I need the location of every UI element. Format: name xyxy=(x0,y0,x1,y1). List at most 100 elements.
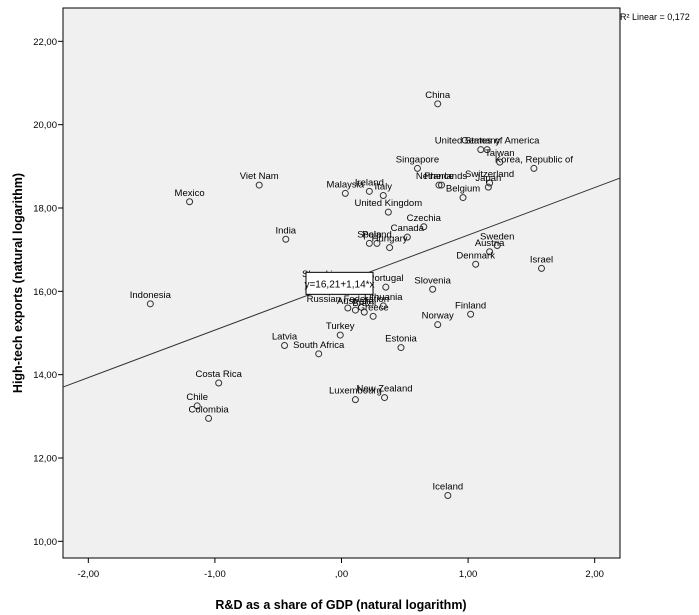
data-point xyxy=(472,260,480,268)
data-points: China United States of America Singapore Ge… xyxy=(130,90,574,499)
data-point xyxy=(486,248,494,256)
data-point-label: Spain xyxy=(357,229,381,240)
data-point-label: Korea, Republic of xyxy=(495,154,574,165)
data-point xyxy=(351,306,359,314)
data-point xyxy=(341,189,349,197)
data-point xyxy=(538,264,546,272)
data-point-label: Taiwan xyxy=(485,148,515,159)
y-tick-label: 20,00 xyxy=(33,120,57,131)
data-point xyxy=(193,402,201,410)
data-point xyxy=(215,379,223,387)
data-point-label: France xyxy=(424,171,454,182)
data-point xyxy=(281,342,289,349)
data-point-label: Ireland xyxy=(355,177,384,188)
data-point xyxy=(365,187,373,195)
y-tick-label: 14,00 xyxy=(33,370,57,381)
data-point xyxy=(496,158,504,166)
data-point-label: Netherlands xyxy=(416,171,467,182)
data-point-label: Lithuania xyxy=(364,292,403,303)
y-tick-label: 18,00 xyxy=(33,204,57,215)
data-point-label: Malaysia xyxy=(327,179,365,190)
x-axis: -2,00 -1,00 ,00 1,00 2,00 xyxy=(77,558,604,580)
y-tick-label: 16,00 xyxy=(33,287,57,298)
data-point xyxy=(379,192,387,199)
data-point xyxy=(486,179,494,187)
data-point-label: United States of America xyxy=(435,136,540,147)
equation-box: y=16,21+1,14*x xyxy=(304,271,375,295)
data-point xyxy=(435,181,443,189)
data-point xyxy=(315,350,323,358)
x-tick-label: 2,00 xyxy=(585,569,604,580)
data-point xyxy=(369,312,377,320)
x-tick-label: 1,00 xyxy=(459,569,478,580)
data-point-label: Israel xyxy=(530,254,553,265)
y-tick-label: 10,00 xyxy=(33,537,57,548)
data-point-label: Mexico xyxy=(175,188,205,199)
data-point-label: Italy xyxy=(375,182,393,193)
data-point xyxy=(467,310,475,318)
data-point-label: Finland xyxy=(455,300,486,311)
data-point-label: Viet Nam xyxy=(240,171,279,182)
data-point-label: China xyxy=(425,90,451,101)
data-point-label: Norway xyxy=(422,311,454,322)
data-point xyxy=(381,394,389,402)
data-point xyxy=(444,492,452,499)
data-point-label: Hungary xyxy=(372,234,408,245)
data-point xyxy=(403,233,411,241)
data-point xyxy=(282,235,290,243)
data-point xyxy=(373,239,381,247)
data-point xyxy=(186,198,194,206)
data-point-label: Denmark xyxy=(456,250,495,261)
data-point-label: Brazil xyxy=(352,298,376,309)
data-point-label: Singapore xyxy=(396,154,439,165)
data-point xyxy=(365,239,373,247)
data-point-label: Russian Federation xyxy=(307,294,389,305)
data-point-label: South Africa xyxy=(293,340,345,351)
data-point-label: Greece xyxy=(358,302,389,313)
data-point xyxy=(255,181,263,189)
data-point-label: Germany xyxy=(461,136,500,147)
data-point xyxy=(530,164,538,172)
data-point xyxy=(434,321,442,329)
data-point xyxy=(484,183,492,191)
data-point xyxy=(397,344,405,352)
r2-label: R² Linear = 0,172 xyxy=(620,12,690,22)
data-point-label: Czechia xyxy=(407,213,442,224)
data-point xyxy=(459,194,467,202)
x-axis-title: R&D as a share of GDP (natural logarithm… xyxy=(215,598,466,612)
data-point-label: Portugal xyxy=(368,273,403,284)
data-point-label: Indonesia xyxy=(130,290,172,301)
data-point xyxy=(351,396,359,404)
data-point-label: Luxembourg xyxy=(329,386,382,397)
y-tick-label: 22,00 xyxy=(33,37,57,48)
data-point-label: New Zealand xyxy=(357,384,413,395)
data-point xyxy=(336,331,344,339)
data-point-label: Latvia xyxy=(272,332,298,343)
equation-label: y=16,21+1,14*x xyxy=(304,279,374,290)
data-point xyxy=(382,283,390,291)
x-tick-label: -1,00 xyxy=(204,569,226,580)
data-point xyxy=(384,208,392,216)
data-point xyxy=(146,300,154,308)
data-point xyxy=(477,146,485,154)
x-tick-label: -2,00 xyxy=(77,569,99,580)
data-point xyxy=(386,244,394,252)
data-point xyxy=(205,414,213,422)
equation-box-frame xyxy=(305,271,374,295)
data-point-label: India xyxy=(275,225,296,236)
data-point-label: Iceland xyxy=(433,482,464,493)
data-point-label: Austria xyxy=(475,238,505,249)
data-point-label: Colombia xyxy=(189,404,230,415)
x-tick-label: ,00 xyxy=(335,569,348,580)
data-point-label: Switzerland xyxy=(465,169,514,180)
data-point-label: Chile xyxy=(186,392,208,403)
data-point xyxy=(420,223,428,231)
data-point-label: Slovenia xyxy=(414,275,451,286)
data-point-label: Belgium xyxy=(446,184,480,195)
data-point xyxy=(413,164,421,172)
data-point-label: Australia xyxy=(337,296,375,307)
y-axis-title: High-tech exports (natural logarithm) xyxy=(11,173,25,393)
data-point-label: Estonia xyxy=(385,334,417,345)
data-point xyxy=(379,302,387,310)
y-tick-label: 12,00 xyxy=(33,454,57,465)
